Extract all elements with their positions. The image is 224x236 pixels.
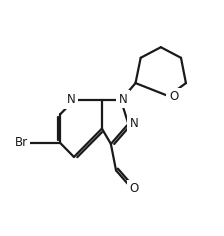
Text: O: O	[130, 182, 139, 195]
Text: N: N	[129, 117, 138, 131]
Text: N: N	[118, 93, 127, 106]
Text: N: N	[67, 93, 76, 106]
Text: Br: Br	[15, 136, 28, 149]
Text: O: O	[169, 90, 178, 103]
